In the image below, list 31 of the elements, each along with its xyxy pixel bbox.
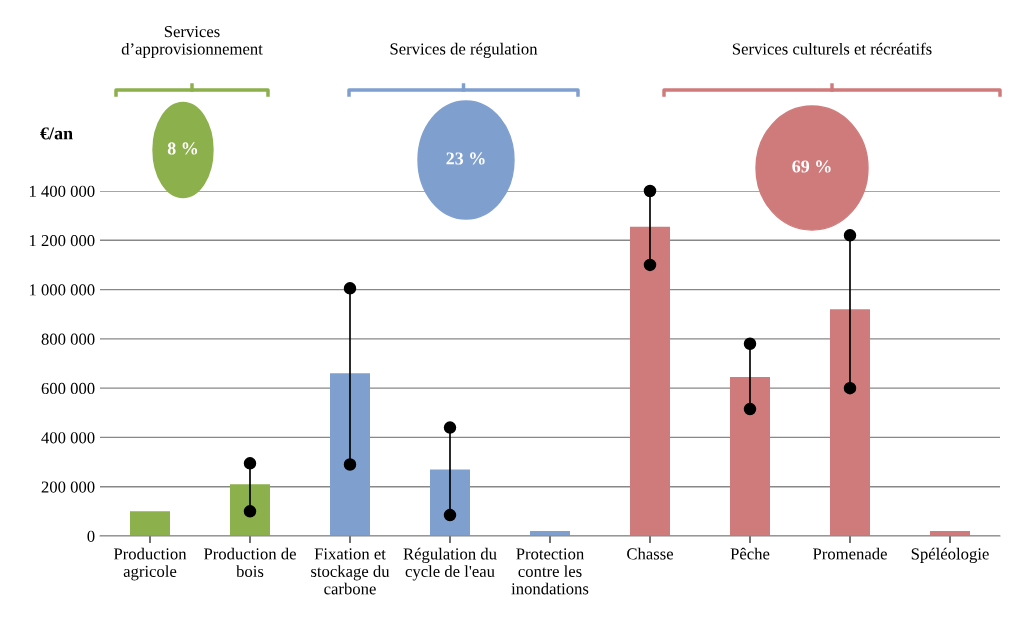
x-tick-label: Fixation et stockage du carbone [311, 548, 390, 595]
y-tick-label: 400 000 [41, 432, 95, 444]
bar [330, 373, 370, 536]
y-tick-label: 600 000 [41, 382, 95, 395]
y-axis-title: €/an [40, 127, 73, 140]
x-tick-label: Promenade [812, 547, 887, 560]
text: 23 % [446, 152, 485, 165]
text: Services culturels et récréatifs [732, 42, 932, 55]
bar [230, 484, 270, 536]
text: Services d’approvisionnement [121, 25, 263, 58]
x-tick-label: Régulation du cycle de l'eau [403, 547, 497, 581]
x-tick-label: Protection contre les inondations [511, 548, 589, 595]
x-tick-label: Spéléologie [911, 547, 989, 563]
bar [430, 469, 470, 536]
x-tick-label: Pêche [730, 547, 770, 560]
x-tick-label: Chasse [627, 547, 674, 560]
y-tick-label: 200 000 [41, 481, 95, 493]
bar [630, 226, 670, 536]
bar [730, 377, 770, 536]
x-tick-label: Production agricole [113, 547, 187, 581]
y-tick-label: 0 [87, 530, 95, 542]
text: 69 % [792, 160, 831, 173]
y-tick-label: 1 000 000 [29, 284, 95, 296]
text: Services de régulation [390, 42, 538, 58]
x-tick-label: Production de bois [203, 547, 296, 577]
y-tick-label: 1 200 000 [29, 234, 95, 247]
bar [830, 309, 870, 536]
y-tick-label: 800 000 [41, 333, 95, 345]
text: 8 % [167, 142, 198, 155]
y-tick-label: 1 400 000 [29, 185, 95, 197]
bar [130, 511, 170, 536]
